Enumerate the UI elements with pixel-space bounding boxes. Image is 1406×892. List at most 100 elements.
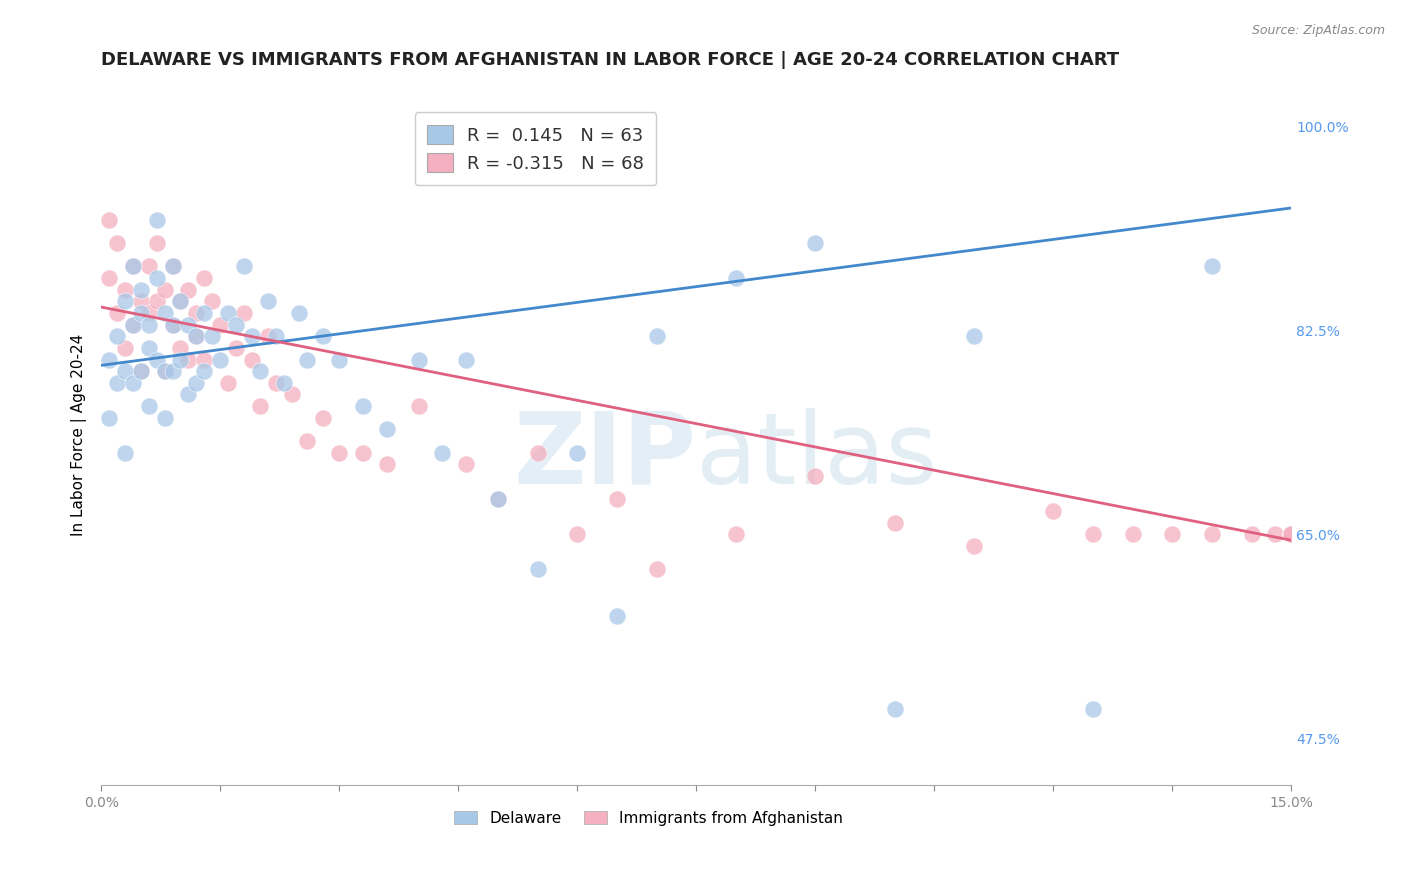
Point (256, 294, 278, 309)
Point (169, 341, 191, 355)
Point (883, 702, 905, 716)
Point (138, 306, 160, 320)
Point (153, 283, 176, 297)
Point (138, 399, 160, 413)
Point (98, 271, 121, 285)
Point (105, 306, 128, 320)
Point (375, 422, 398, 436)
Point (98, 352, 121, 367)
Point (153, 364, 176, 378)
Point (129, 364, 152, 378)
Point (162, 364, 184, 378)
Point (526, 562, 548, 576)
Point (105, 235, 128, 250)
Text: Source: ZipAtlas.com: Source: ZipAtlas.com (1251, 24, 1385, 37)
Point (567, 446, 589, 460)
Point (1279, 527, 1302, 541)
Point (153, 410, 176, 425)
Point (177, 318, 200, 332)
Point (606, 492, 628, 507)
Point (193, 352, 215, 367)
Point (193, 364, 215, 378)
Point (129, 306, 152, 320)
Point (273, 376, 295, 390)
Point (122, 259, 145, 273)
Text: ZIP: ZIP (513, 408, 696, 505)
Point (456, 458, 478, 472)
Point (177, 387, 200, 401)
Point (98, 212, 121, 227)
Point (122, 318, 145, 332)
Point (186, 376, 208, 390)
Point (153, 364, 176, 378)
Point (724, 271, 747, 285)
Point (1201, 527, 1223, 541)
Y-axis label: In Labor Force | Age 20-24: In Labor Force | Age 20-24 (72, 334, 87, 536)
Text: atlas: atlas (696, 408, 938, 505)
Point (145, 271, 167, 285)
Point (186, 306, 208, 320)
Point (297, 352, 319, 367)
Point (169, 294, 191, 309)
Point (526, 446, 548, 460)
Point (114, 283, 136, 297)
Point (201, 329, 224, 343)
Point (1279, 527, 1302, 541)
Point (1279, 527, 1302, 541)
Point (114, 446, 136, 460)
Point (186, 329, 208, 343)
Point (567, 527, 589, 541)
Point (240, 352, 263, 367)
Point (162, 318, 184, 332)
Point (105, 329, 128, 343)
Point (122, 259, 145, 273)
Point (264, 329, 287, 343)
Point (1279, 527, 1302, 541)
Point (328, 446, 350, 460)
Point (129, 364, 152, 378)
Point (193, 271, 215, 285)
Point (256, 329, 278, 343)
Point (129, 283, 152, 297)
Point (201, 294, 224, 309)
Point (233, 306, 256, 320)
Point (883, 516, 905, 530)
Point (233, 259, 256, 273)
Point (408, 399, 430, 413)
Point (162, 259, 184, 273)
Point (217, 376, 239, 390)
Point (1279, 527, 1302, 541)
Point (122, 318, 145, 332)
Point (193, 306, 215, 320)
Point (169, 352, 191, 367)
Point (1081, 702, 1104, 716)
Point (1081, 527, 1104, 541)
Point (1122, 527, 1144, 541)
Point (138, 259, 160, 273)
Point (105, 376, 128, 390)
Point (162, 259, 184, 273)
Point (280, 387, 302, 401)
Point (1279, 527, 1302, 541)
Point (162, 318, 184, 332)
Point (1264, 527, 1286, 541)
Point (963, 539, 986, 553)
Point (352, 399, 374, 413)
Point (1279, 527, 1302, 541)
Point (145, 294, 167, 309)
Point (1201, 259, 1223, 273)
Point (432, 446, 454, 460)
Point (606, 609, 628, 624)
Point (486, 492, 509, 507)
Text: DELAWARE VS IMMIGRANTS FROM AFGHANISTAN IN LABOR FORCE | AGE 20-24 CORRELATION C: DELAWARE VS IMMIGRANTS FROM AFGHANISTAN … (101, 51, 1119, 69)
Point (724, 527, 747, 541)
Point (264, 376, 287, 390)
Point (138, 318, 160, 332)
Point (98, 410, 121, 425)
Point (1161, 527, 1184, 541)
Point (114, 364, 136, 378)
Point (456, 352, 478, 367)
Point (145, 212, 167, 227)
Point (209, 318, 232, 332)
Point (1240, 527, 1263, 541)
